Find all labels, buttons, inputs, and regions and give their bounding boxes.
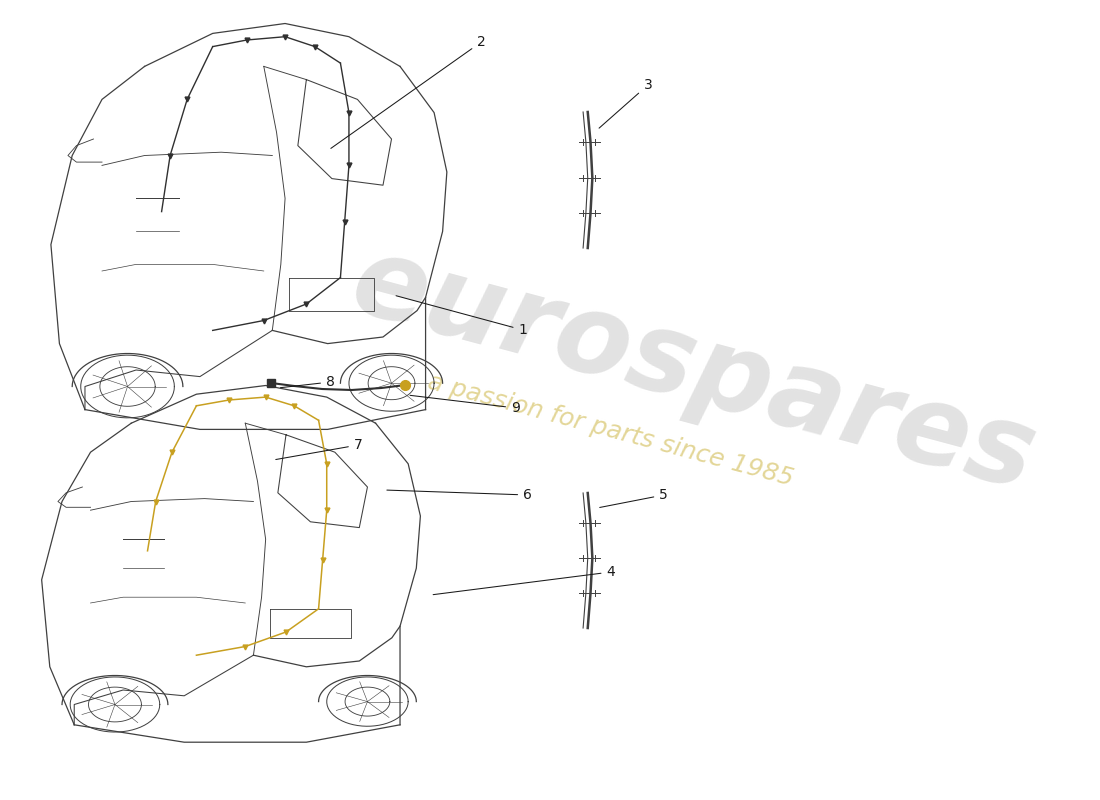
Text: 4: 4 (433, 565, 615, 594)
Text: a passion for parts since 1985: a passion for parts since 1985 (426, 370, 796, 490)
Text: 5: 5 (600, 488, 668, 507)
FancyBboxPatch shape (267, 379, 275, 387)
Text: 2: 2 (331, 35, 486, 148)
Text: 7: 7 (276, 438, 363, 459)
Text: 6: 6 (387, 488, 532, 502)
Text: 8: 8 (280, 375, 334, 389)
Text: 9: 9 (410, 395, 520, 415)
Text: 3: 3 (600, 78, 652, 128)
Text: 1: 1 (396, 296, 527, 337)
Text: eurospares: eurospares (341, 227, 1047, 513)
